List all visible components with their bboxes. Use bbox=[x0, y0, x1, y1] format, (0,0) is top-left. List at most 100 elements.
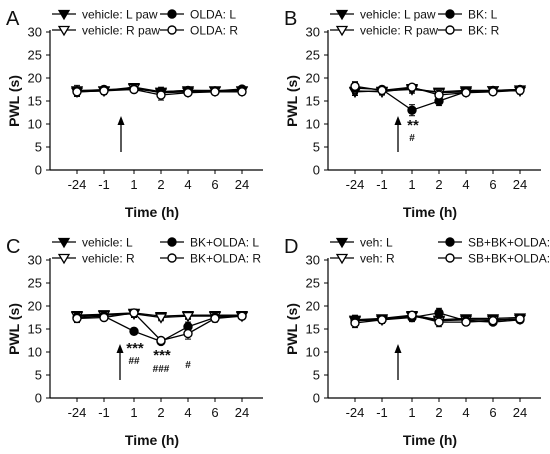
legend-label: vehicle: R paw bbox=[82, 24, 160, 38]
legend-entry: BK+OLDA: R bbox=[160, 252, 261, 266]
y-tick-label: 15 bbox=[306, 322, 320, 337]
x-tick-label: -24 bbox=[68, 177, 87, 192]
legend-entry: SB+BK+OLDA: L bbox=[438, 236, 550, 250]
data-point bbox=[377, 315, 387, 325]
data-point bbox=[461, 88, 471, 98]
y-tick-label: 25 bbox=[306, 48, 320, 63]
legend-marker bbox=[445, 9, 455, 19]
data-point bbox=[183, 88, 193, 98]
x-tick-label: -1 bbox=[376, 177, 388, 192]
legend-label: veh: R bbox=[360, 252, 395, 266]
legend-entry: veh: L bbox=[330, 236, 393, 250]
x-tick-label: -24 bbox=[68, 405, 87, 420]
y-tick-label: 10 bbox=[306, 117, 320, 132]
data-point bbox=[181, 311, 195, 323]
series bbox=[350, 310, 525, 329]
legend-marker bbox=[335, 9, 349, 21]
x-tick-label: 2 bbox=[157, 177, 164, 192]
data-point bbox=[99, 86, 109, 96]
y-tick-label: 10 bbox=[306, 345, 320, 360]
panel-letter: D bbox=[284, 236, 298, 258]
data-point bbox=[488, 87, 498, 97]
legend-entry: vehicle: L bbox=[52, 236, 133, 250]
y-tick-label: 0 bbox=[313, 391, 320, 406]
data-point bbox=[156, 335, 166, 346]
legend-marker bbox=[335, 237, 349, 249]
data-point bbox=[237, 311, 247, 321]
y-tick-label: 5 bbox=[35, 140, 42, 155]
y-axis-title: PWL (s) bbox=[284, 75, 300, 127]
legend-entry: vehicle: L paw bbox=[330, 8, 436, 22]
y-tick-label: 20 bbox=[306, 71, 320, 86]
y-tick-label: 30 bbox=[28, 25, 42, 40]
x-tick-label: -24 bbox=[346, 177, 365, 192]
x-tick-label: 2 bbox=[435, 405, 442, 420]
x-tick-label: 6 bbox=[211, 405, 218, 420]
y-tick-label: 5 bbox=[313, 140, 320, 155]
x-axis-title: Time (h) bbox=[403, 204, 457, 220]
legend-label: BK+OLDA: L bbox=[190, 236, 259, 250]
legend-marker bbox=[57, 9, 71, 21]
y-tick-label: 30 bbox=[306, 25, 320, 40]
data-point bbox=[461, 317, 471, 327]
data-point bbox=[183, 328, 193, 339]
y-axis-title: PWL (s) bbox=[6, 75, 22, 127]
significance-marker: # bbox=[409, 133, 415, 144]
legend-marker bbox=[57, 237, 71, 249]
injection-arrow-head bbox=[394, 344, 402, 353]
legend-entry: SB+BK+OLDA: R bbox=[438, 252, 550, 266]
series bbox=[72, 308, 247, 346]
data-point bbox=[237, 87, 247, 97]
y-tick-label: 25 bbox=[306, 276, 320, 291]
y-tick-label: 10 bbox=[28, 345, 42, 360]
series bbox=[72, 84, 247, 101]
y-tick-label: 5 bbox=[35, 368, 42, 383]
x-tick-label: 1 bbox=[130, 405, 137, 420]
legend-label: vehicle: L paw bbox=[360, 8, 436, 22]
series bbox=[350, 81, 525, 101]
y-tick-label: 15 bbox=[28, 322, 42, 337]
legend-label: vehicle: L paw bbox=[82, 8, 158, 22]
injection-arrow-head bbox=[394, 116, 402, 125]
y-tick-label: 30 bbox=[306, 253, 320, 268]
legend-marker bbox=[167, 25, 177, 35]
legend-label: SB+BK+OLDA: R bbox=[468, 252, 550, 266]
y-axis-title: PWL (s) bbox=[6, 303, 22, 355]
y-tick-label: 20 bbox=[306, 299, 320, 314]
legend-marker bbox=[57, 253, 71, 265]
data-point bbox=[99, 312, 109, 323]
x-axis-title: Time (h) bbox=[125, 204, 179, 220]
significance-marker: ** bbox=[407, 117, 419, 134]
data-point bbox=[515, 314, 525, 324]
y-tick-label: 20 bbox=[28, 71, 42, 86]
legend-label: vehicle: L bbox=[82, 236, 133, 250]
x-tick-label: 24 bbox=[235, 405, 249, 420]
significance-marker: ## bbox=[128, 356, 140, 367]
data-point bbox=[129, 326, 139, 337]
legend-entry: BK+OLDA: L bbox=[160, 236, 259, 250]
y-tick-label: 0 bbox=[35, 163, 42, 178]
legend-label: SB+BK+OLDA: L bbox=[468, 236, 550, 250]
legend-marker bbox=[57, 25, 71, 37]
legend-marker bbox=[167, 237, 177, 247]
legend-marker bbox=[167, 253, 177, 263]
legend-entry: BK: L bbox=[438, 8, 498, 22]
legend-marker bbox=[445, 253, 455, 263]
x-tick-label: 1 bbox=[408, 405, 415, 420]
legend-entry: OLDA: L bbox=[160, 8, 236, 22]
x-tick-label: 24 bbox=[513, 177, 527, 192]
y-tick-label: 10 bbox=[28, 117, 42, 132]
legend-label: BK+OLDA: R bbox=[190, 252, 261, 266]
data-point bbox=[377, 85, 387, 96]
x-tick-label: 6 bbox=[211, 177, 218, 192]
legend-entry: vehicle: R bbox=[52, 252, 135, 266]
panel-letter: A bbox=[6, 8, 20, 30]
legend-entry: vehicle: L paw bbox=[52, 8, 158, 22]
x-tick-label: -1 bbox=[98, 405, 110, 420]
legend-entry: BK: R bbox=[438, 24, 500, 38]
x-tick-label: 4 bbox=[462, 405, 469, 420]
